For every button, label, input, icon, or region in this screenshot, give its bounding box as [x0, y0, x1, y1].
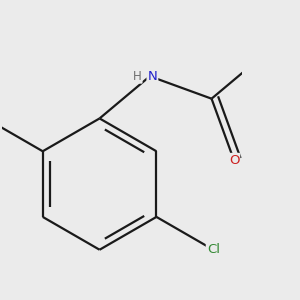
Text: Cl: Cl: [207, 243, 220, 256]
Text: H: H: [133, 70, 142, 83]
Text: O: O: [229, 154, 239, 167]
Text: N: N: [148, 70, 157, 83]
